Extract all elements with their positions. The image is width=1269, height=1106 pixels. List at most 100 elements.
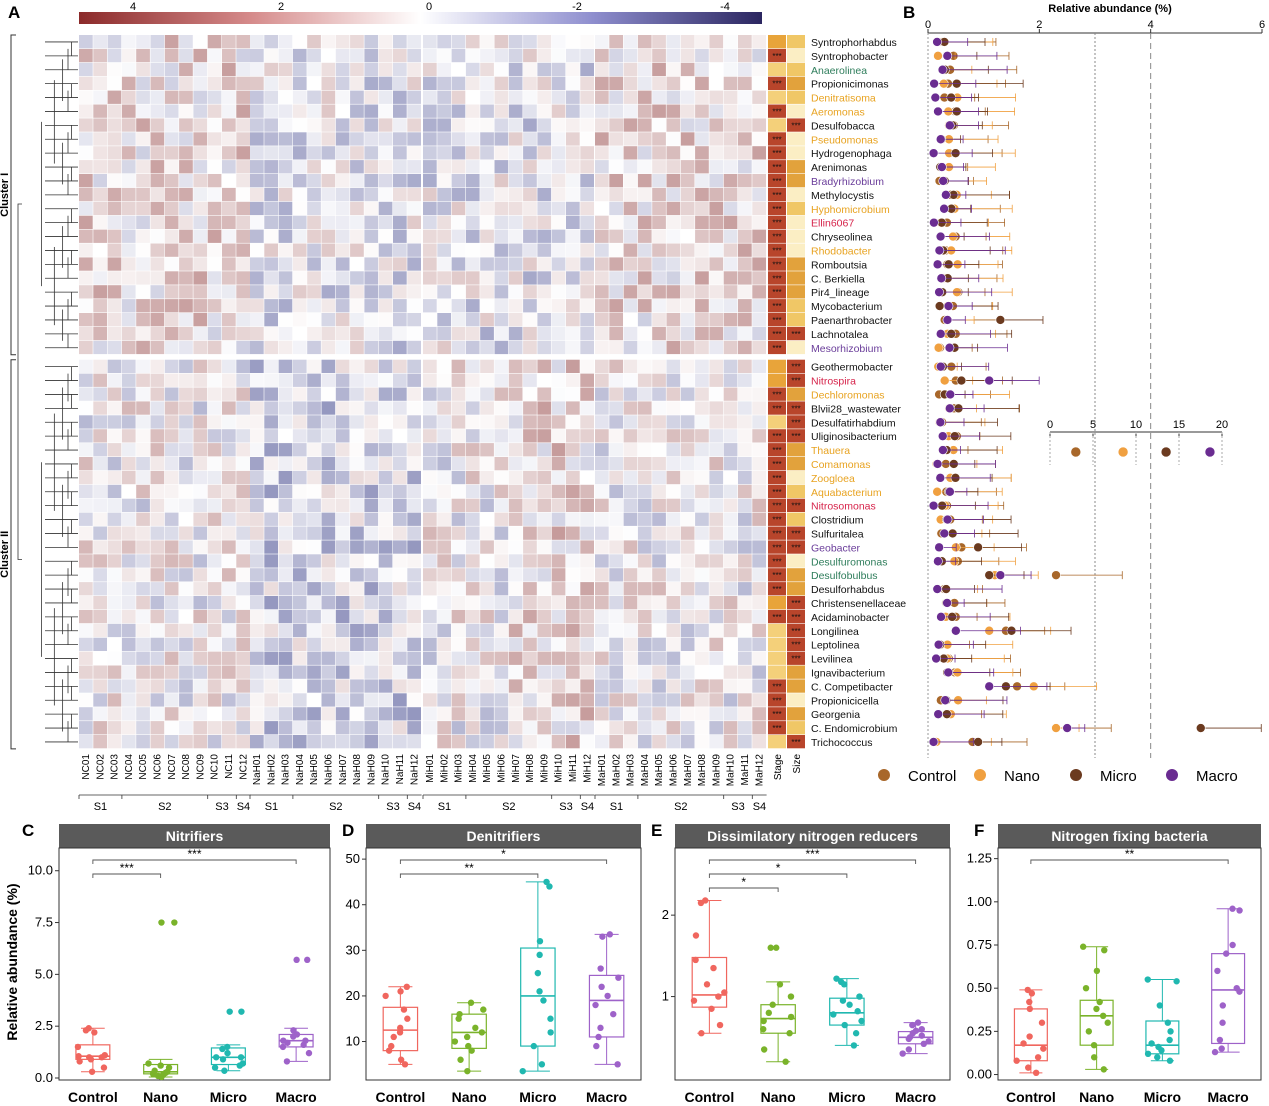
boxplot-y-axis-label: Relative abundance (%)	[4, 883, 20, 1040]
heatmap-cell	[264, 596, 278, 610]
heatmap-cell	[136, 48, 150, 63]
heatmap-cell	[378, 174, 393, 188]
stage-cell	[768, 568, 786, 582]
heatmap-cell	[307, 582, 321, 596]
abundance-point	[1051, 570, 1061, 580]
stage-significance: ***	[772, 80, 781, 89]
heatmap-cell	[580, 35, 594, 49]
heatmap-cell	[278, 679, 293, 693]
heatmap-cell	[364, 201, 379, 216]
heatmap-cell	[652, 215, 666, 229]
significance-bracket	[92, 873, 162, 878]
boxplot-point	[224, 1043, 231, 1051]
heatmap-cell	[709, 215, 724, 229]
heatmap-cell	[752, 429, 766, 443]
heatmap-cell	[508, 707, 523, 721]
heatmap-cell	[93, 484, 107, 499]
boxplot-point	[279, 1043, 287, 1051]
heatmap-cell	[350, 443, 364, 457]
heatmap-cell	[551, 62, 566, 77]
heatmap-cell	[222, 90, 236, 104]
heatmap-cell	[738, 721, 752, 735]
heatmap-cell	[278, 326, 293, 341]
heatmap-cell	[623, 623, 638, 638]
heatmap-cell	[193, 313, 208, 327]
heatmap-cell	[423, 721, 437, 735]
heatmap-cell	[437, 90, 451, 104]
heatmap-cell	[79, 174, 93, 188]
abundance-point	[935, 231, 946, 242]
stage-label: S1	[265, 801, 278, 813]
heatmap-cell	[680, 229, 695, 243]
heatmap-cell	[250, 512, 264, 526]
heatmap-cell	[666, 512, 681, 526]
heatmap-cell	[121, 401, 136, 415]
genus-label: Longilinea	[811, 626, 859, 638]
heatmap-cell	[551, 665, 566, 679]
size-significance: ***	[791, 121, 800, 130]
size-cell	[787, 146, 805, 160]
stage-significance: ***	[772, 233, 781, 242]
heatmap-cell	[264, 257, 278, 271]
inset-point	[1204, 446, 1216, 458]
heatmap-cell	[121, 299, 136, 313]
heatmap-cell	[222, 693, 236, 707]
sample-label: MaH05	[654, 754, 665, 787]
heatmap-cell	[437, 512, 451, 526]
stage-cell	[768, 132, 786, 146]
heatmap-cell	[580, 735, 594, 749]
heatmap-cell	[321, 429, 336, 443]
size-cell	[787, 104, 805, 118]
heatmap-cell	[222, 707, 236, 721]
heatmap-cell	[150, 401, 165, 415]
heatmap-cell	[437, 401, 451, 415]
heatmap-cell	[709, 665, 724, 679]
significance-bracket	[708, 887, 779, 892]
abundance-point	[933, 556, 943, 567]
heatmap-cell	[378, 401, 393, 415]
heatmap-cell	[609, 693, 623, 707]
heatmap-cell	[222, 118, 236, 132]
heatmap-cell	[637, 257, 652, 271]
boxplot-category-label: Control	[684, 1089, 734, 1105]
boxplot-point	[1096, 998, 1103, 1006]
heatmap-cell	[695, 373, 709, 387]
heatmap-cell	[480, 457, 494, 471]
stage-cell	[768, 387, 786, 401]
heatmap-cell	[595, 401, 609, 415]
heatmap-cell	[551, 512, 566, 526]
heatmap-cell	[136, 118, 150, 132]
heatmap-cell	[136, 104, 150, 118]
heatmap-cell	[508, 359, 523, 373]
heatmap-cell	[423, 735, 437, 749]
heatmap-cell	[537, 735, 552, 749]
boxplot-point	[1236, 907, 1243, 914]
heatmap-cell	[523, 187, 537, 202]
heatmap-cell	[666, 76, 681, 90]
heatmap-cell	[236, 651, 250, 665]
heatmap-cell	[321, 596, 336, 610]
heatmap-cell	[752, 76, 766, 90]
heatmap-cell	[752, 104, 766, 118]
boxplot-category-label: Nano	[452, 1089, 487, 1105]
heatmap-cell	[666, 693, 681, 707]
heatmap-cell	[364, 651, 379, 665]
heatmap-cell	[494, 596, 509, 610]
heatmap-cell	[609, 651, 623, 665]
boxplot-point	[606, 931, 614, 938]
heatmap-cell	[307, 299, 321, 313]
heatmap-cell	[566, 118, 580, 132]
heatmap-cell	[292, 637, 307, 651]
heatmap-cell	[222, 665, 236, 679]
heatmap-cell	[222, 340, 236, 355]
heatmap-cell	[680, 554, 695, 568]
heatmap-cell	[121, 540, 136, 554]
heatmap-cell	[250, 429, 264, 443]
heatmap-cell	[752, 721, 766, 735]
heatmap-cell	[222, 359, 236, 373]
heatmap-cell	[250, 187, 264, 202]
heatmap-cell	[193, 340, 208, 355]
heatmap-cell	[150, 651, 165, 665]
heatmap-cell	[508, 271, 523, 285]
heatmap-cell	[666, 568, 681, 582]
